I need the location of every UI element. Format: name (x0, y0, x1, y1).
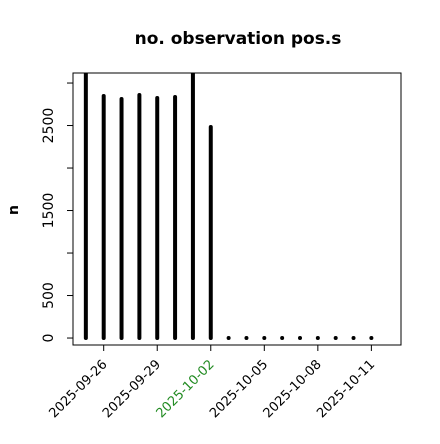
y-tick-label: 0 (41, 334, 57, 343)
x-tick-label: 2025-10-11 (314, 357, 378, 421)
y-tick-label: 500 (41, 282, 57, 309)
y-axis-label: n (6, 205, 22, 215)
y-tick-label: 1500 (41, 193, 57, 229)
plot-frame (72, 72, 402, 346)
chart-title: no. observation pos.s (135, 29, 342, 49)
y-tick-label: 2500 (41, 108, 57, 144)
plot-area (83, 73, 374, 341)
